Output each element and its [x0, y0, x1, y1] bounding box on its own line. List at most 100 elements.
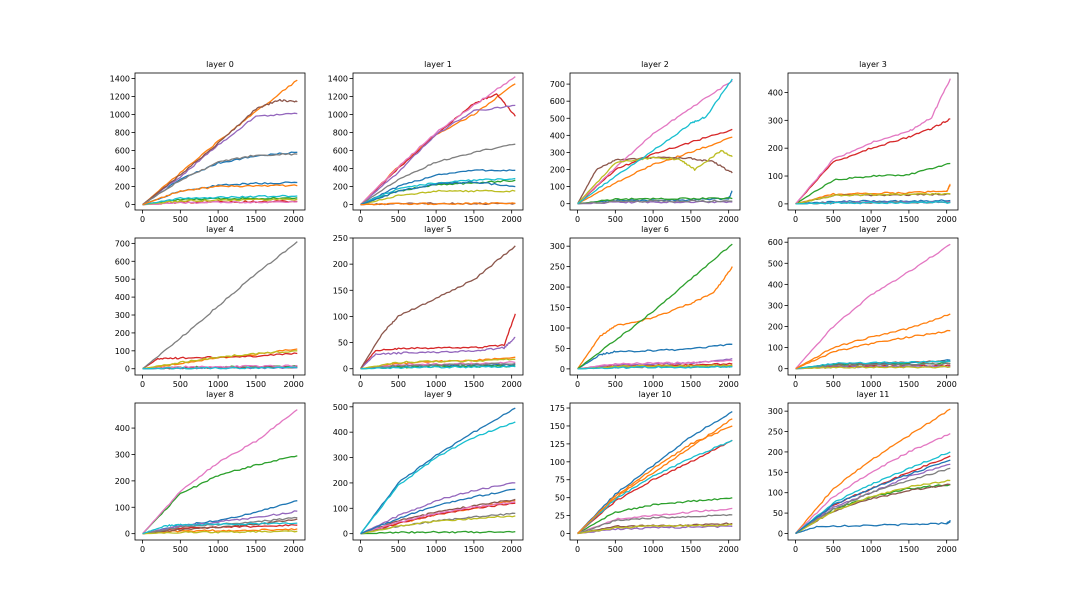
x-tick-label: 500 — [608, 545, 623, 554]
x-tick-label: 2000 — [283, 545, 303, 554]
y-tick-label: 1400 — [328, 74, 348, 83]
chart-title: layer 8 — [206, 390, 234, 399]
series-line — [795, 118, 951, 205]
y-tick-label: 300 — [768, 301, 783, 310]
x-tick-label: 1000 — [643, 215, 663, 224]
series-line — [360, 488, 516, 535]
x-tick-label: 2000 — [718, 545, 738, 554]
series-line — [360, 169, 516, 206]
y-tick-label: 200 — [115, 477, 130, 486]
chart-panel-5: 0 500 1000 1500 2000 0 50 100 150 200 250 layer 5 — [333, 225, 524, 389]
x-tick-label: 1500 — [899, 545, 919, 554]
x-tick-label: 1000 — [208, 215, 228, 224]
x-tick-label: 2000 — [501, 380, 521, 389]
series-line — [795, 408, 951, 534]
y-tick-label: 1200 — [110, 92, 130, 101]
y-tick-label: 200 — [768, 448, 783, 457]
x-tick-label: 0 — [358, 380, 363, 389]
y-tick-label: 400 — [115, 293, 130, 302]
x-tick-label: 1500 — [681, 215, 701, 224]
y-tick-label: 300 — [550, 148, 565, 157]
series-line — [142, 530, 298, 535]
chart-panel-3: 0 500 1000 1500 2000 0 100 200 300 400 layer 3 — [768, 60, 959, 224]
series-line — [577, 243, 733, 370]
y-tick-label: 400 — [550, 131, 565, 140]
x-tick-label: 1500 — [681, 545, 701, 554]
x-tick-label: 500 — [391, 545, 406, 554]
series-line — [795, 201, 951, 205]
y-tick-label: 100 — [768, 344, 783, 353]
x-tick-label: 1500 — [246, 380, 266, 389]
chart-panel-6: 0 500 1000 1500 2000 0 50 100 150 200 250 300 layer … — [550, 225, 741, 389]
chart-title: layer 11 — [857, 390, 890, 399]
x-tick-label: 0 — [140, 380, 145, 389]
series-line — [142, 79, 298, 206]
chart-title: layer 3 — [859, 60, 887, 69]
axes-frame — [352, 237, 524, 376]
series-line — [360, 245, 516, 370]
y-tick-label: 200 — [115, 183, 130, 192]
axes-frame — [569, 237, 741, 376]
chart-title: layer 5 — [424, 225, 452, 234]
series-line — [142, 350, 298, 370]
series-line — [360, 362, 516, 370]
y-tick-label: 0 — [778, 529, 783, 538]
x-tick-label: 0 — [358, 215, 363, 224]
chart-title: layer 6 — [641, 225, 669, 234]
y-tick-label: 300 — [768, 407, 783, 416]
y-tick-label: 75 — [555, 476, 565, 485]
y-tick-label: 1200 — [328, 92, 348, 101]
y-tick-label: 0 — [343, 201, 348, 210]
series-line — [795, 520, 951, 535]
y-tick-label: 800 — [333, 128, 348, 137]
x-tick-label: 1000 — [208, 545, 228, 554]
series-line — [360, 358, 516, 370]
y-tick-label: 200 — [768, 323, 783, 332]
x-tick-label: 2000 — [936, 215, 956, 224]
x-tick-label: 1000 — [426, 545, 446, 554]
series-line — [577, 78, 733, 205]
y-tick-label: 0 — [125, 365, 130, 374]
y-tick-label: 0 — [343, 365, 348, 374]
x-tick-label: 1500 — [899, 215, 919, 224]
x-tick-label: 1000 — [208, 380, 228, 389]
series-line — [795, 362, 951, 370]
y-tick-label: 0 — [778, 200, 783, 209]
series-line — [795, 183, 951, 205]
series-line — [142, 194, 298, 206]
axes-frame — [134, 72, 306, 211]
series-line — [142, 455, 298, 535]
y-tick-label: 300 — [768, 116, 783, 125]
y-tick-label: 50 — [555, 494, 565, 503]
y-tick-label: 150 — [333, 286, 348, 295]
series-line — [795, 78, 951, 205]
y-tick-label: 400 — [768, 88, 783, 97]
series-line — [360, 365, 516, 370]
x-tick-label: 1500 — [246, 215, 266, 224]
x-tick-label: 1000 — [426, 215, 446, 224]
series-line — [360, 502, 516, 535]
series-line — [795, 365, 951, 370]
x-tick-label: 500 — [173, 545, 188, 554]
y-tick-label: 1400 — [110, 74, 130, 83]
series-line — [360, 530, 516, 535]
y-tick-label: 150 — [550, 304, 565, 313]
chart-title: layer 4 — [206, 225, 234, 234]
y-tick-label: 0 — [125, 201, 130, 210]
x-tick-label: 500 — [391, 380, 406, 389]
axes-frame — [134, 402, 306, 541]
x-tick-label: 500 — [173, 215, 188, 224]
series-line — [360, 93, 516, 206]
series-line — [360, 177, 516, 206]
x-tick-label: 0 — [358, 545, 363, 554]
y-tick-label: 600 — [333, 147, 348, 156]
series-line — [360, 336, 516, 370]
y-tick-label: 1000 — [110, 110, 130, 119]
y-tick-label: 400 — [768, 280, 783, 289]
y-tick-label: 50 — [773, 509, 783, 518]
y-tick-label: 0 — [778, 365, 783, 374]
y-tick-label: 0 — [343, 530, 348, 539]
series-line — [795, 243, 951, 370]
x-tick-label: 2000 — [283, 215, 303, 224]
